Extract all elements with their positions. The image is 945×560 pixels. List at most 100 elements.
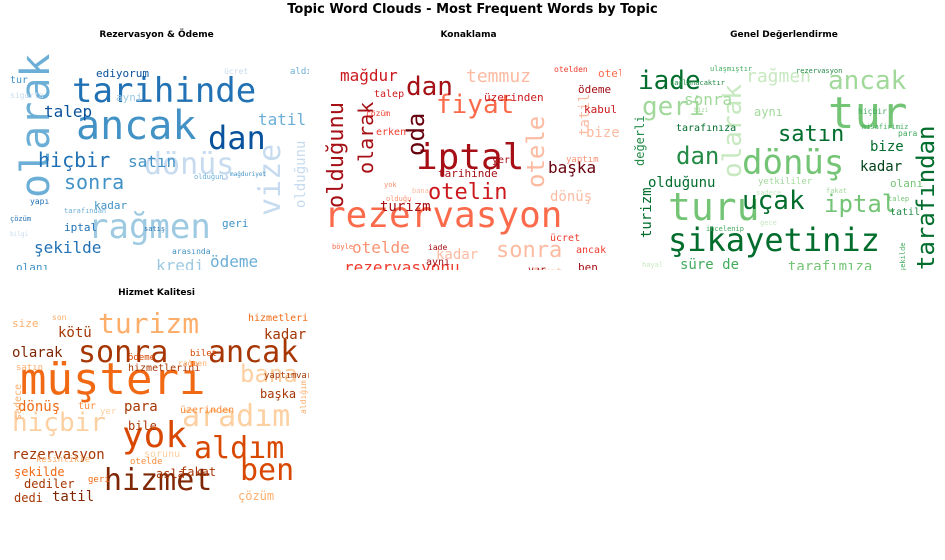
- word-cloud-word: yok: [122, 415, 188, 456]
- word-cloud-word: vize: [253, 143, 288, 216]
- word-cloud-word: tarihinde: [72, 71, 257, 111]
- panel-konaklama: Konaklama rezervasyon iptal otelin fiyat dan…: [316, 30, 621, 270]
- word-cloud-word: kesinlikle: [36, 455, 91, 465]
- word-cloud: tur turu şikayetiniz dönüş iade ancak geri dan u…: [628, 48, 940, 270]
- word-cloud-word: sağlanacaktır: [670, 79, 725, 87]
- word-cloud-word: rağmen: [88, 207, 211, 247]
- word-cloud-word: üzerinden: [180, 405, 235, 416]
- word-cloud-word: asla: [156, 467, 185, 481]
- word-cloud-word: dönüş: [742, 143, 845, 183]
- word-cloud-word: bana: [240, 360, 298, 388]
- word-cloud-word: otelden: [554, 65, 588, 74]
- word-cloud-word: satın: [128, 152, 177, 171]
- word-cloud-word: kötü: [58, 325, 92, 341]
- word-cloud-word: süre de: [680, 257, 740, 270]
- word-cloud-word: tarafınıza: [676, 123, 737, 134]
- word-cloud-word: kadar: [94, 199, 128, 212]
- word-cloud-word: dönüş: [550, 189, 593, 205]
- word-cloud-word: başka: [548, 158, 597, 177]
- word-cloud-word: üzerinden: [484, 91, 544, 104]
- word-cloud-word: ediyorum: [96, 67, 149, 80]
- word-cloud-word: hizmetleri: [248, 313, 309, 324]
- word-cloud-word: para: [124, 399, 158, 415]
- word-cloud-word: yer: [100, 407, 117, 417]
- word-cloud-word: yer: [492, 155, 511, 166]
- word-cloud-word: rağmen: [178, 359, 207, 368]
- word-cloud-word: dan: [208, 119, 266, 157]
- word-cloud-word: ben: [240, 453, 295, 488]
- word-cloud-word: ben: [578, 261, 598, 270]
- word-cloud-word: dedi: [14, 491, 43, 505]
- word-cloud-word: olanı: [890, 177, 924, 190]
- word-cloud-word: müşteri: [20, 354, 206, 405]
- word-cloud-word: kadar: [860, 159, 903, 175]
- panel-title: Hizmet Kalitesi: [118, 288, 195, 298]
- word-cloud-word: tatil: [258, 110, 307, 129]
- word-cloud-word: ancak: [828, 66, 907, 96]
- word-cloud-word: sigorta: [10, 91, 44, 100]
- word-cloud-word: sadece: [13, 383, 24, 420]
- word-cloud-word: sonra: [496, 238, 563, 263]
- word-cloud-word: turu: [668, 185, 760, 229]
- word-cloud-word: sonra: [684, 90, 733, 109]
- word-cloud-word: bize: [870, 139, 904, 155]
- word-cloud-word: rezervasyon: [12, 447, 105, 463]
- word-cloud-word: aldık: [290, 67, 309, 77]
- word-cloud-word: tatil: [52, 489, 95, 505]
- word-cloud-word: satın: [16, 363, 44, 373]
- word-cloud-word: kadar: [264, 327, 307, 343]
- word-cloud-word: dan: [676, 142, 720, 170]
- word-cloud-word: fiyat: [436, 90, 515, 120]
- word-cloud-word: bizi: [694, 107, 709, 114]
- word-cloud-word: ücret: [224, 67, 249, 76]
- word-cloud-word: turizm: [639, 187, 655, 238]
- word-cloud: tarihinde ancak dan olarak dönüş rağmen hiçbir…: [4, 48, 309, 270]
- word-cloud-word: şekilde: [899, 242, 907, 270]
- word-cloud-word: çözüm: [10, 215, 32, 223]
- word-cloud-word: tur: [78, 401, 97, 412]
- word-cloud-word: yaptım: [264, 371, 297, 381]
- word-cloud-word: dönüş: [18, 399, 61, 415]
- word-cloud-word: tatil: [890, 207, 921, 218]
- word-cloud-word: aldığım: [299, 380, 308, 414]
- word-cloud-word: misafirimiz: [862, 123, 909, 131]
- word-cloud-word: şekilde: [34, 238, 102, 257]
- word-cloud-word: talep: [374, 89, 405, 100]
- word-cloud-word: geri: [88, 475, 110, 485]
- word-cloud-word: bilet: [190, 349, 218, 359]
- word-cloud-word: değerli: [633, 115, 647, 166]
- word-cloud-word: rağmen: [746, 66, 812, 87]
- word-cloud-word: erken: [376, 127, 407, 138]
- panel-title: Rezervasyon & Ödeme: [99, 30, 214, 40]
- word-cloud-word: oda: [402, 112, 430, 156]
- word-cloud-word: ulaşmıştır: [710, 65, 753, 73]
- word-cloud-word: ödeme: [578, 83, 612, 96]
- word-cloud-word: geri: [222, 217, 249, 230]
- panel-hizmet-kalitesi: Hizmet Kalitesi müşteri turizm sonra ancak y…: [4, 288, 309, 526]
- word-cloud-word: hiçbir: [12, 408, 106, 438]
- word-cloud-word: otele: [522, 115, 550, 188]
- word-cloud-word: ücret: [550, 233, 581, 244]
- word-cloud-word: olduğun: [194, 173, 224, 181]
- word-cloud-word: arasında: [172, 247, 211, 256]
- word-cloud-word: oteli: [598, 67, 621, 80]
- word-cloud-word: var: [528, 266, 546, 271]
- word-cloud-word: gece: [760, 219, 777, 227]
- word-cloud-word: yetkililer: [758, 177, 813, 187]
- word-cloud-word: satış: [144, 225, 166, 233]
- word-cloud-word: talep: [888, 195, 910, 203]
- word-cloud-word: sonra: [64, 170, 125, 194]
- word-cloud-word: tarafımıza: [788, 259, 873, 270]
- word-cloud-word: yaptım: [566, 155, 599, 165]
- panel-title: Genel Değerlendirme: [730, 30, 838, 40]
- word-cloud-word: başka: [260, 387, 297, 401]
- word-cloud-word: tur: [10, 75, 29, 86]
- word-cloud-word: hizmetlerini: [128, 363, 201, 374]
- word-cloud-word: talep: [44, 102, 93, 121]
- word-cloud-word: tarihinde: [438, 167, 498, 180]
- word-cloud-word: satın: [778, 122, 845, 147]
- word-cloud-word: hiçbir: [38, 148, 111, 172]
- word-cloud-word: rezervasyon: [324, 195, 563, 236]
- word-cloud-word: mağdur: [340, 66, 398, 85]
- word-cloud-word: yok: [384, 181, 397, 189]
